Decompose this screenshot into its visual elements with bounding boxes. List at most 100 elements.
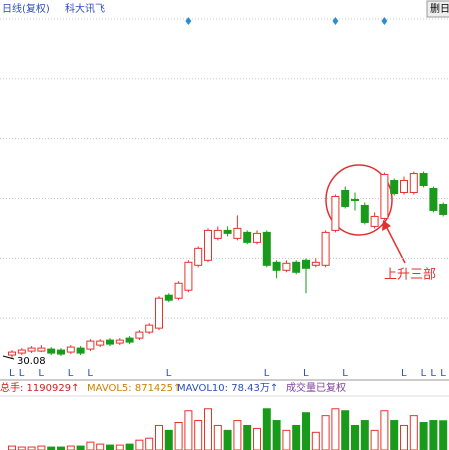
candle-body (380, 174, 389, 219)
volume-bar (66, 445, 75, 450)
candle-body (351, 198, 359, 201)
volume-bar (360, 420, 369, 450)
candle-body (233, 227, 242, 239)
candle-body (66, 346, 75, 353)
volume-bar (37, 445, 46, 450)
candle-body (17, 349, 26, 354)
volume-bar (86, 441, 95, 450)
candle-body (115, 339, 124, 344)
candle-body (47, 348, 56, 354)
candle-body (106, 339, 114, 345)
candle-body (360, 204, 369, 223)
chart-title: 日线(复权) (2, 2, 50, 15)
candle-body (184, 261, 193, 291)
candle-body (282, 262, 291, 271)
volume-bar (253, 427, 261, 450)
candle-body (155, 297, 163, 329)
volume-note: 成交量已复权 (286, 381, 346, 394)
candle-body (213, 229, 222, 239)
candle-body (341, 189, 350, 207)
candle-body (204, 229, 212, 261)
low-marker: L (342, 368, 348, 379)
volume-bar (351, 424, 359, 450)
low-marker: L (303, 368, 309, 379)
annotation: 上升三部 (384, 268, 436, 283)
volume-bar (243, 424, 252, 450)
volume-bar (8, 445, 16, 450)
low-marker: L (38, 368, 44, 379)
mavol5: MAVOL5: 871425↑ (87, 383, 181, 394)
candle-body (86, 340, 95, 350)
candle-body (57, 349, 65, 355)
low-marker: L (430, 368, 436, 379)
candle-body (8, 351, 16, 356)
volume-bar (272, 420, 281, 450)
volume-bar (262, 408, 271, 450)
candle-body (370, 215, 379, 227)
candle-body (37, 347, 46, 352)
volume-bar (321, 415, 330, 450)
button-frame[interactable] (426, 0, 449, 18)
low-marker: L (166, 368, 172, 379)
low-marker: L (87, 368, 93, 379)
candle-body (262, 231, 271, 266)
volume-bar (409, 415, 418, 450)
candle-body (253, 232, 261, 243)
volume-bar (184, 410, 193, 450)
volume-bar (390, 420, 399, 450)
annotation-arrowhead (382, 220, 391, 231)
volume-bar (125, 443, 134, 450)
volume-bar (135, 439, 144, 450)
volume-bar (76, 445, 85, 450)
event-marker (381, 17, 388, 25)
volume-bar (380, 410, 389, 450)
candle-body (302, 259, 310, 269)
volume-bar (302, 412, 310, 450)
candle-body (321, 231, 330, 266)
volume-bar (204, 408, 212, 450)
candle-body (419, 173, 428, 187)
candle-body (76, 347, 85, 354)
candle-body (164, 294, 173, 301)
volume-bar (106, 444, 114, 450)
candle-body (125, 337, 134, 343)
low-marker: L (68, 368, 74, 379)
candle-body (439, 203, 448, 215)
volume-bar (331, 408, 340, 450)
candle-body (292, 261, 301, 273)
volume-bar (439, 420, 448, 450)
candle-body (331, 195, 340, 231)
volume-bar (223, 429, 232, 450)
volume-bar (115, 444, 124, 450)
candle-body (272, 261, 281, 271)
volume-bar (370, 429, 379, 450)
candle-body (27, 347, 36, 352)
candle-body (145, 324, 154, 333)
low-marker: L (401, 368, 407, 379)
volume-bar (194, 420, 203, 450)
volume-bar (155, 424, 163, 450)
event-marker (185, 17, 192, 25)
candle-body (400, 180, 408, 193)
volume-bar (96, 443, 105, 450)
volume-bar (292, 424, 301, 450)
stock-name: 科大讯飞 (65, 2, 105, 15)
candle-body (243, 231, 252, 243)
low-marker: L (9, 368, 15, 379)
button[interactable]: 删日 (430, 3, 449, 15)
volume-bar (419, 422, 428, 450)
volume-bar (429, 420, 438, 450)
candle-body (194, 247, 203, 266)
annotation-arrow (385, 225, 406, 264)
candle-body (135, 331, 144, 339)
volume-bar (145, 437, 154, 450)
candle-body (96, 340, 105, 346)
low-marker: L (19, 368, 25, 379)
volume-bar (164, 429, 173, 450)
mavol10: MAVOL10: 78.43万↑ (177, 383, 278, 394)
candle-body (409, 173, 418, 193)
volume-bar (213, 424, 222, 450)
volume-bar (282, 429, 291, 450)
low-pointer (2, 355, 15, 360)
